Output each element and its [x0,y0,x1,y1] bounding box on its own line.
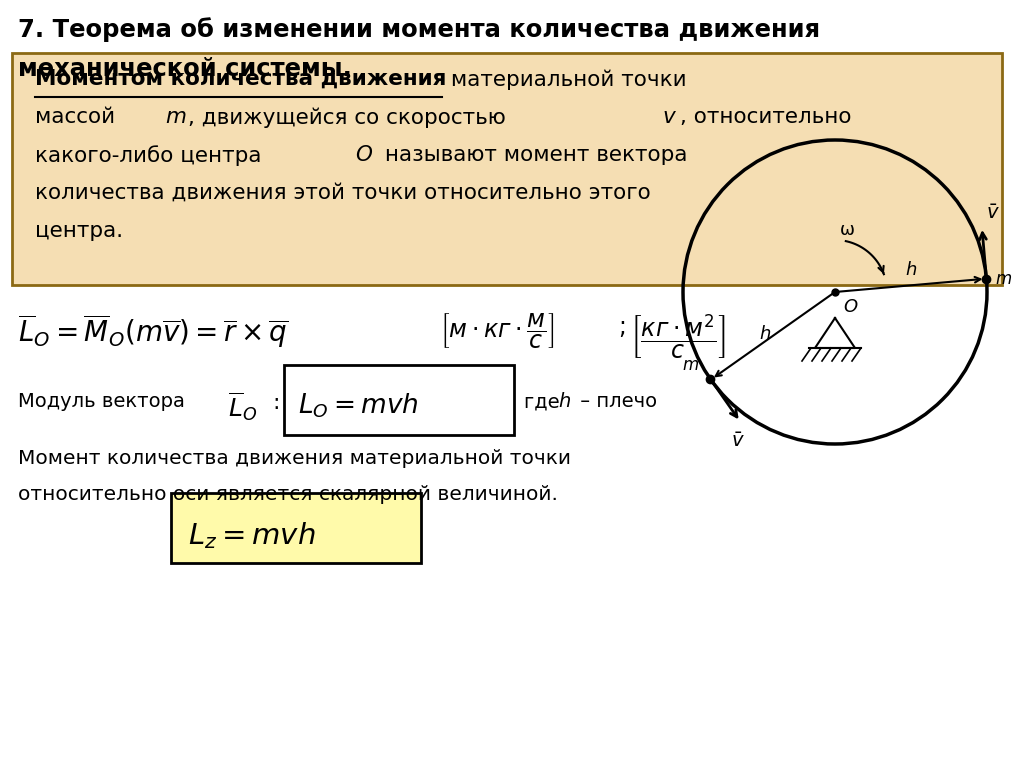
Text: , движущейся со скоростью: , движущейся со скоростью [188,107,513,127]
Text: центра.: центра. [35,221,123,241]
Text: ;: ; [618,315,626,339]
Text: $\left[м \cdot кг \cdot \dfrac{м}{с}\right]$: $\left[м \cdot кг \cdot \dfrac{м}{с}\rig… [440,312,554,351]
Text: $\left[\dfrac{кг \cdot м^2}{с}\right]$: $\left[\dfrac{кг \cdot м^2}{с}\right]$ [630,312,726,360]
Text: $L_z = mvh$: $L_z = mvh$ [188,520,315,551]
Text: $L_O = mvh$: $L_O = mvh$ [298,391,419,420]
FancyBboxPatch shape [284,365,514,435]
Text: – плечо: – плечо [574,392,657,411]
Text: m: m [682,356,698,374]
Text: v: v [662,107,675,127]
Text: ω: ω [840,221,854,239]
Text: h: h [759,324,770,343]
Text: массой: массой [35,107,122,127]
FancyBboxPatch shape [171,493,421,563]
Text: количества движения этой точки относительно этого: количества движения этой точки относител… [35,183,650,203]
Text: относительно оси является скалярной величиной.: относительно оси является скалярной вели… [18,485,558,504]
Text: где: где [524,392,566,411]
FancyBboxPatch shape [12,53,1002,285]
Text: $\bar{v}$: $\bar{v}$ [986,204,999,223]
Text: называют момент вектора: называют момент вектора [378,145,687,165]
Text: $\overline{L}_O$: $\overline{L}_O$ [228,391,257,423]
Text: m: m [165,107,186,127]
Text: , относительно: , относительно [680,107,852,127]
Text: h: h [558,392,570,411]
Text: h: h [905,262,916,279]
Text: :: : [272,393,280,413]
Text: Момент количества движения материальной точки: Момент количества движения материальной … [18,449,571,468]
Text: m: m [995,270,1012,288]
Text: 7. Теорема об изменении момента количества движения: 7. Теорема об изменении момента количест… [18,17,820,42]
Text: $\bar{v}$: $\bar{v}$ [731,432,745,451]
Text: $\overline{L}_O = \overline{M}_O(m\overline{v}) = \overline{r} \times \overline{: $\overline{L}_O = \overline{M}_O(m\overl… [18,312,289,350]
Text: Модуль вектора: Модуль вектора [18,392,185,411]
Text: какого-либо центра: какого-либо центра [35,145,268,166]
Text: материальной точки: материальной точки [444,69,687,90]
Text: O: O [355,145,372,165]
Text: O: O [843,298,857,316]
Text: механической системы.: механической системы. [18,57,352,81]
Text: Моментом количества движения: Моментом количества движения [35,69,446,89]
